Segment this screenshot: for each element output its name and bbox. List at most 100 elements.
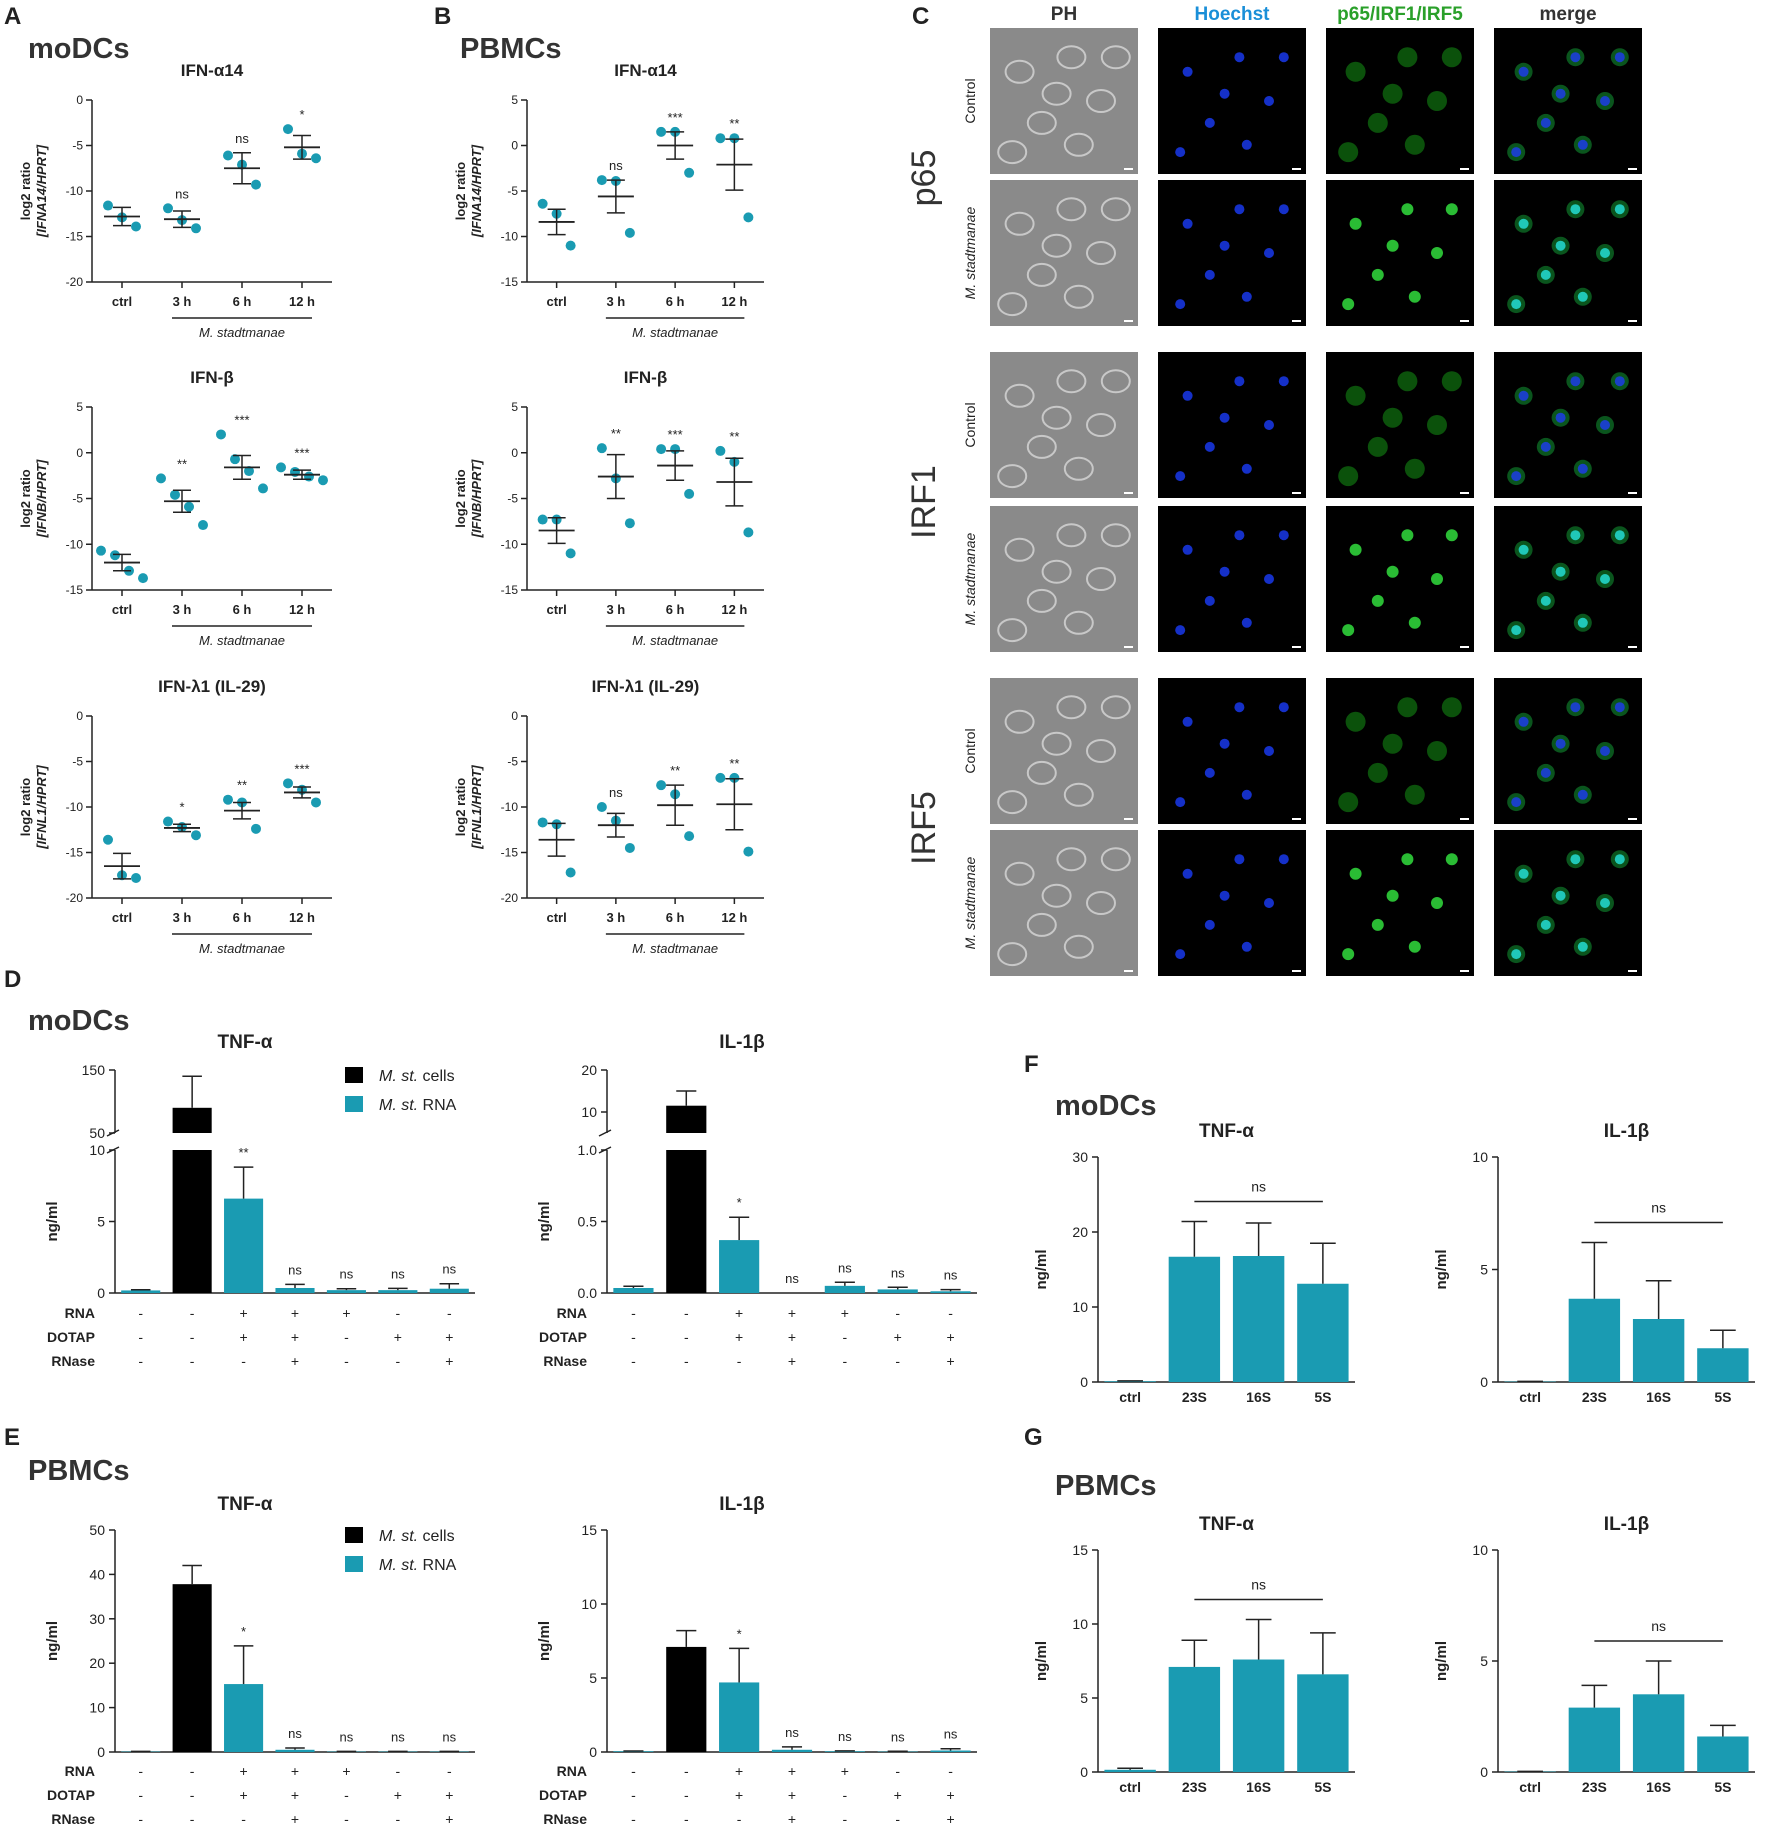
stained-cell <box>1386 239 1399 252</box>
nucleus <box>1264 420 1274 430</box>
data-point <box>596 802 607 812</box>
bar <box>613 1287 654 1293</box>
bar <box>326 1290 366 1293</box>
treatment-sign: - <box>396 1305 401 1321</box>
merge-nucleus <box>1555 88 1566 99</box>
significance-label: ns <box>785 1725 799 1740</box>
stained-cell <box>1342 624 1355 637</box>
y-axis-label: log2 ratio <box>18 469 33 528</box>
y-tick-label: 0 <box>589 1744 597 1760</box>
merge-nucleus <box>1570 854 1581 865</box>
bar <box>1297 1283 1349 1382</box>
y-tick-label: -5 <box>72 139 83 153</box>
treatment-sign: - <box>684 1811 689 1827</box>
chart-title: IL-1β <box>719 1032 764 1053</box>
cell-outline <box>1041 233 1072 258</box>
merge-nucleus <box>1518 544 1529 555</box>
y-tick-label: 0 <box>97 1744 105 1760</box>
treatment-sign: - <box>138 1811 143 1827</box>
cell-outline <box>1086 89 1116 113</box>
nucleus <box>1264 898 1274 908</box>
nucleus <box>1219 566 1230 577</box>
cell-outline <box>1026 760 1057 785</box>
treatment-row-label: DOTAP <box>539 1787 587 1803</box>
nucleus <box>1234 530 1245 541</box>
bar <box>719 1240 760 1293</box>
data-point <box>656 126 667 137</box>
microscopy-column-header: Hoechst <box>1195 4 1271 25</box>
nucleus <box>1182 66 1193 77</box>
nucleus <box>1264 574 1274 584</box>
microscopy-image <box>990 352 1138 498</box>
chart-title: IFN-λ1 (IL-29) <box>158 677 266 696</box>
merge-nucleus <box>1577 291 1588 302</box>
treatment-sign: + <box>946 1811 954 1827</box>
merge-nucleus <box>1540 441 1551 452</box>
bar <box>1168 1666 1221 1772</box>
panel-label-G: G <box>1024 1424 1043 1451</box>
significance-label: ns <box>838 1260 852 1275</box>
significance-label: ** <box>729 756 739 771</box>
y-axis-label: ng/ml <box>44 1621 61 1661</box>
x-tick-label: 12 h <box>289 910 315 925</box>
data-point <box>251 179 261 190</box>
y-tick-label: 5 <box>1480 1262 1488 1278</box>
x-group-label: M. stadtmanae <box>199 325 285 340</box>
x-tick-label: 5S <box>1314 1389 1331 1405</box>
data-point <box>311 797 321 808</box>
data-point <box>276 462 286 473</box>
data-point <box>156 473 166 484</box>
treatment-sign: + <box>239 1763 247 1779</box>
treatment-sign: + <box>788 1787 796 1803</box>
x-tick-label: 16S <box>1246 1389 1271 1405</box>
x-tick-label: 5S <box>1314 1779 1331 1795</box>
stained-cell <box>1342 948 1355 961</box>
cell-outline <box>1063 456 1094 481</box>
cell-type-heading: PBMCs <box>460 33 562 65</box>
merge-nucleus <box>1570 702 1581 713</box>
nucleus <box>1264 746 1274 756</box>
stained-cell <box>1338 142 1359 163</box>
cell-outline <box>1004 59 1035 84</box>
treatment-row-label: DOTAP <box>47 1329 95 1345</box>
data-point <box>715 445 726 456</box>
significance-label: ns <box>609 785 623 800</box>
data-point <box>163 816 173 827</box>
data-point <box>565 867 576 878</box>
data-point <box>131 872 141 883</box>
data-point <box>170 489 180 500</box>
bar <box>224 1198 264 1293</box>
significance-label: ** <box>239 1145 249 1160</box>
treatment-sign: - <box>843 1353 848 1369</box>
nucleus <box>1219 412 1230 423</box>
x-tick-label: 12 h <box>289 602 315 617</box>
stained-cell <box>1349 543 1362 556</box>
treatment-sign: - <box>138 1353 143 1369</box>
x-tick-label: ctrl <box>547 602 567 617</box>
microscopy-image <box>990 28 1138 174</box>
nucleus <box>1241 139 1252 150</box>
data-point <box>743 846 754 857</box>
treatment-sign: + <box>894 1329 902 1345</box>
stained-cell <box>1431 897 1443 909</box>
data-point <box>318 475 328 486</box>
significance-label: ns <box>288 1726 302 1741</box>
nucleus <box>1241 617 1252 628</box>
nucleus <box>1234 204 1245 215</box>
significance-label: ns <box>891 1265 905 1280</box>
treatment-sign: - <box>631 1811 636 1827</box>
merge-nucleus <box>1570 52 1581 63</box>
stained-cell <box>1431 573 1443 585</box>
y-axis-label: ng/ml <box>1433 1250 1450 1290</box>
x-group-label: M. stadtmanae <box>632 633 718 648</box>
cell-outline <box>997 292 1028 317</box>
bar <box>719 1682 760 1752</box>
merge-nucleus <box>1518 868 1529 879</box>
cell-outline <box>1004 383 1035 408</box>
stained-cell <box>1367 762 1388 783</box>
stained-cell <box>1441 371 1462 392</box>
cell-outline <box>1100 847 1131 872</box>
cell-type-heading: moDCs <box>28 33 130 65</box>
bar <box>1697 1348 1749 1382</box>
y-tick-label: 0.0 <box>578 1285 598 1301</box>
